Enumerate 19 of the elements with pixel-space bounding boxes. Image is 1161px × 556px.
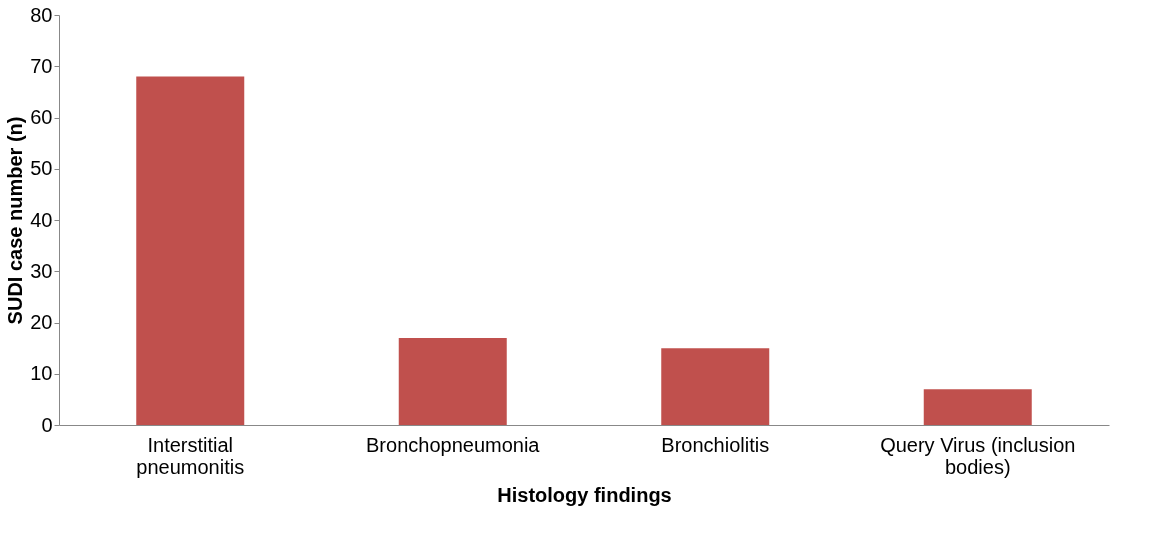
bar: [923, 389, 1032, 425]
bar: [661, 348, 770, 425]
y-tick-label: 80: [30, 3, 53, 26]
x-tick-label: Bronchiolitis: [661, 433, 770, 456]
x-tick-label: Query Virus (inclusion bodies): [880, 433, 1076, 478]
y-tick-label: 60: [30, 106, 53, 128]
x-tick-label: Interstitial pneumonitis: [136, 433, 245, 478]
y-tick-label: 10: [30, 362, 53, 385]
x-tick-label: Bronchopneumonia: [366, 433, 541, 456]
y-axis-title: SUDI case number (n): [4, 116, 27, 325]
y-tick-label: 40: [30, 208, 53, 231]
x-axis-title: Histology findings: [497, 483, 672, 506]
y-tick-label: 0: [41, 413, 53, 436]
bar: [136, 76, 245, 425]
y-tick-label: 50: [30, 157, 53, 180]
y-tick-label: 20: [30, 311, 53, 333]
y-tick-label: 70: [30, 54, 53, 77]
y-tick-label: 30: [30, 259, 53, 282]
bar: [398, 337, 507, 425]
